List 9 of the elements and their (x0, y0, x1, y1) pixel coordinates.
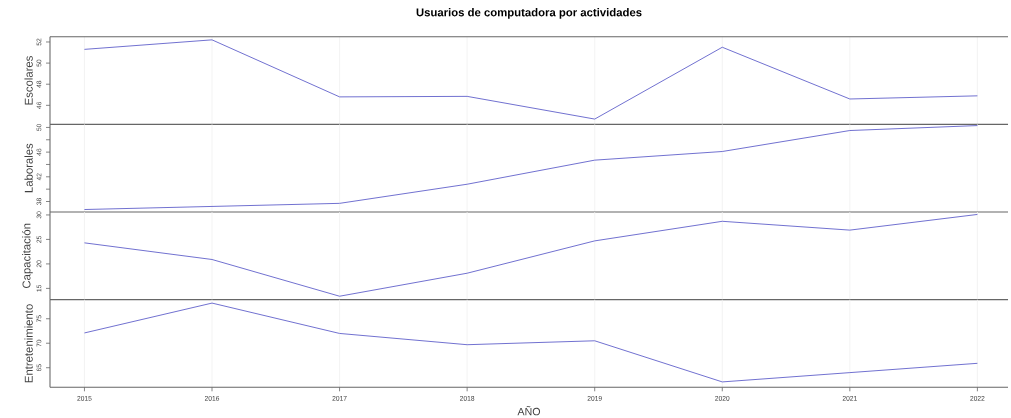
y-axis-title: Entretenimiento (24, 304, 33, 383)
line-series (83, 302, 978, 383)
chart-title: Usuarios de computadora por actividades (416, 8, 642, 19)
y-axis-title: Escolares (24, 56, 33, 105)
line-series (83, 39, 978, 120)
x-axis-title: AÑO (517, 405, 541, 416)
y-axis-title: Laborales (24, 143, 33, 193)
y-axis-title: Capacitación (22, 223, 33, 288)
line-series (83, 213, 978, 297)
